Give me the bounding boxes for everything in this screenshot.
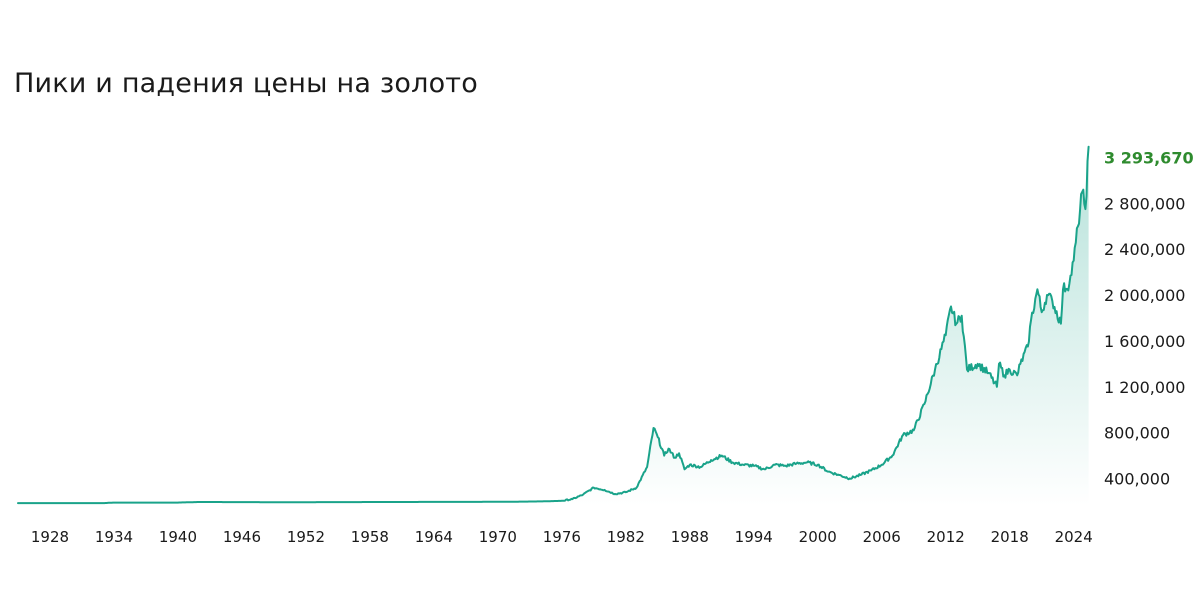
x-tick-label: 1982 [607,528,645,546]
x-tick-label: 1970 [479,528,517,546]
y-tick-label: 2 400,000 [1104,240,1185,259]
x-tick-label: 2018 [991,528,1029,546]
x-tick-label: 2024 [1055,528,1093,546]
x-tick-label: 1964 [415,528,453,546]
x-tick-label: 1952 [287,528,325,546]
y-tick-label: 400,000 [1104,469,1170,488]
x-axis-labels: 1928 1934 1940 1946 1952 1958 1964 1970 1976 1982… [31,528,1093,546]
x-tick-label: 1934 [95,528,133,546]
x-tick-label: 1958 [351,528,389,546]
x-tick-label: 1946 [223,528,261,546]
y-tick-label: 800,000 [1104,424,1170,443]
y-tick-label: 1 200,000 [1104,378,1185,397]
y-axis-labels: 400,000 800,000 1 200,000 1 600,000 2 000,00… [1104,149,1194,489]
x-tick-label: 1928 [31,528,69,546]
x-tick-label: 1940 [159,528,197,546]
x-tick-label: 1994 [735,528,773,546]
page-title: Пики и падения цены на золото [14,68,478,99]
x-tick-label: 1988 [671,528,709,546]
x-tick-label: 1976 [543,528,581,546]
price-line [17,145,1090,505]
y-tick-label: 2 800,000 [1104,194,1185,213]
x-tick-label: 2000 [799,528,837,546]
y-tick-label: 1 600,000 [1104,332,1185,351]
y-tick-label: 2 000,000 [1104,286,1185,305]
price-area-fill [18,146,1089,506]
last-value-label: 3 293,670 [1104,149,1194,168]
x-tick-label: 2006 [863,528,901,546]
x-tick-label: 2012 [927,528,965,546]
